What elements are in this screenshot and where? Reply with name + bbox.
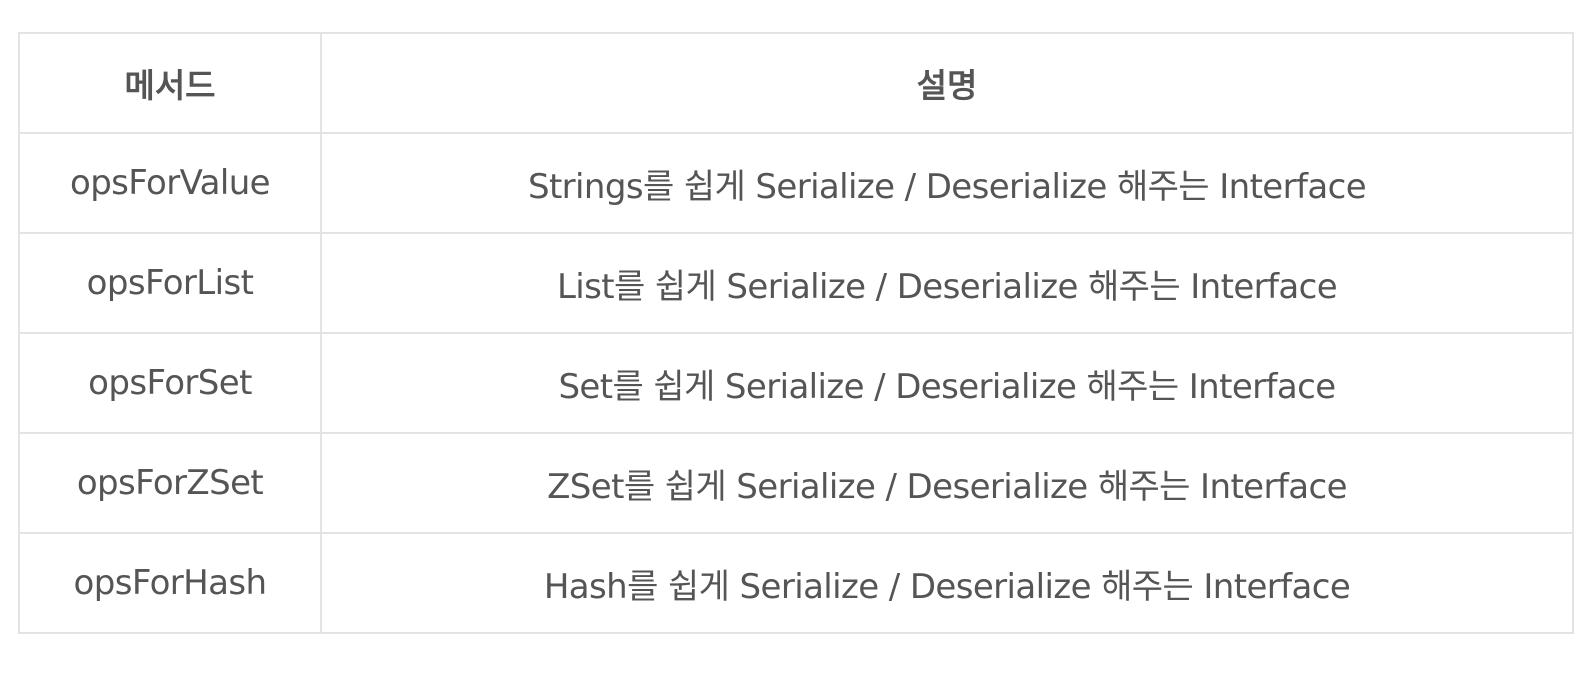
method-cell: opsForList xyxy=(18,232,322,334)
table-row: opsForList List를 쉽게 Serialize / Deserial… xyxy=(18,232,1574,334)
table-header-row: 메서드 설명 xyxy=(18,32,1574,134)
header-description: 설명 xyxy=(320,32,1574,134)
description-cell: Strings를 쉽게 Serialize / Deserialize 해주는 … xyxy=(320,132,1574,234)
method-cell: opsForSet xyxy=(18,332,322,434)
method-cell: opsForValue xyxy=(18,132,322,234)
table-row: opsForZSet ZSet를 쉽게 Serialize / Deserial… xyxy=(18,432,1574,534)
table-row: opsForSet Set를 쉽게 Serialize / Deserializ… xyxy=(18,332,1574,434)
method-cell: opsForHash xyxy=(18,532,322,634)
method-cell: opsForZSet xyxy=(18,432,322,534)
table-row: opsForHash Hash를 쉽게 Serialize / Deserial… xyxy=(18,532,1574,634)
description-cell: ZSet를 쉽게 Serialize / Deserialize 해주는 Int… xyxy=(320,432,1574,534)
header-method: 메서드 xyxy=(18,32,322,134)
description-cell: List를 쉽게 Serialize / Deserialize 해주는 Int… xyxy=(320,232,1574,334)
table-row: opsForValue Strings를 쉽게 Serialize / Dese… xyxy=(18,132,1574,234)
methods-table: 메서드 설명 opsForValue Strings를 쉽게 Serialize… xyxy=(18,32,1574,634)
description-cell: Set를 쉽게 Serialize / Deserialize 해주는 Inte… xyxy=(320,332,1574,434)
description-cell: Hash를 쉽게 Serialize / Deserialize 해주는 Int… xyxy=(320,532,1574,634)
